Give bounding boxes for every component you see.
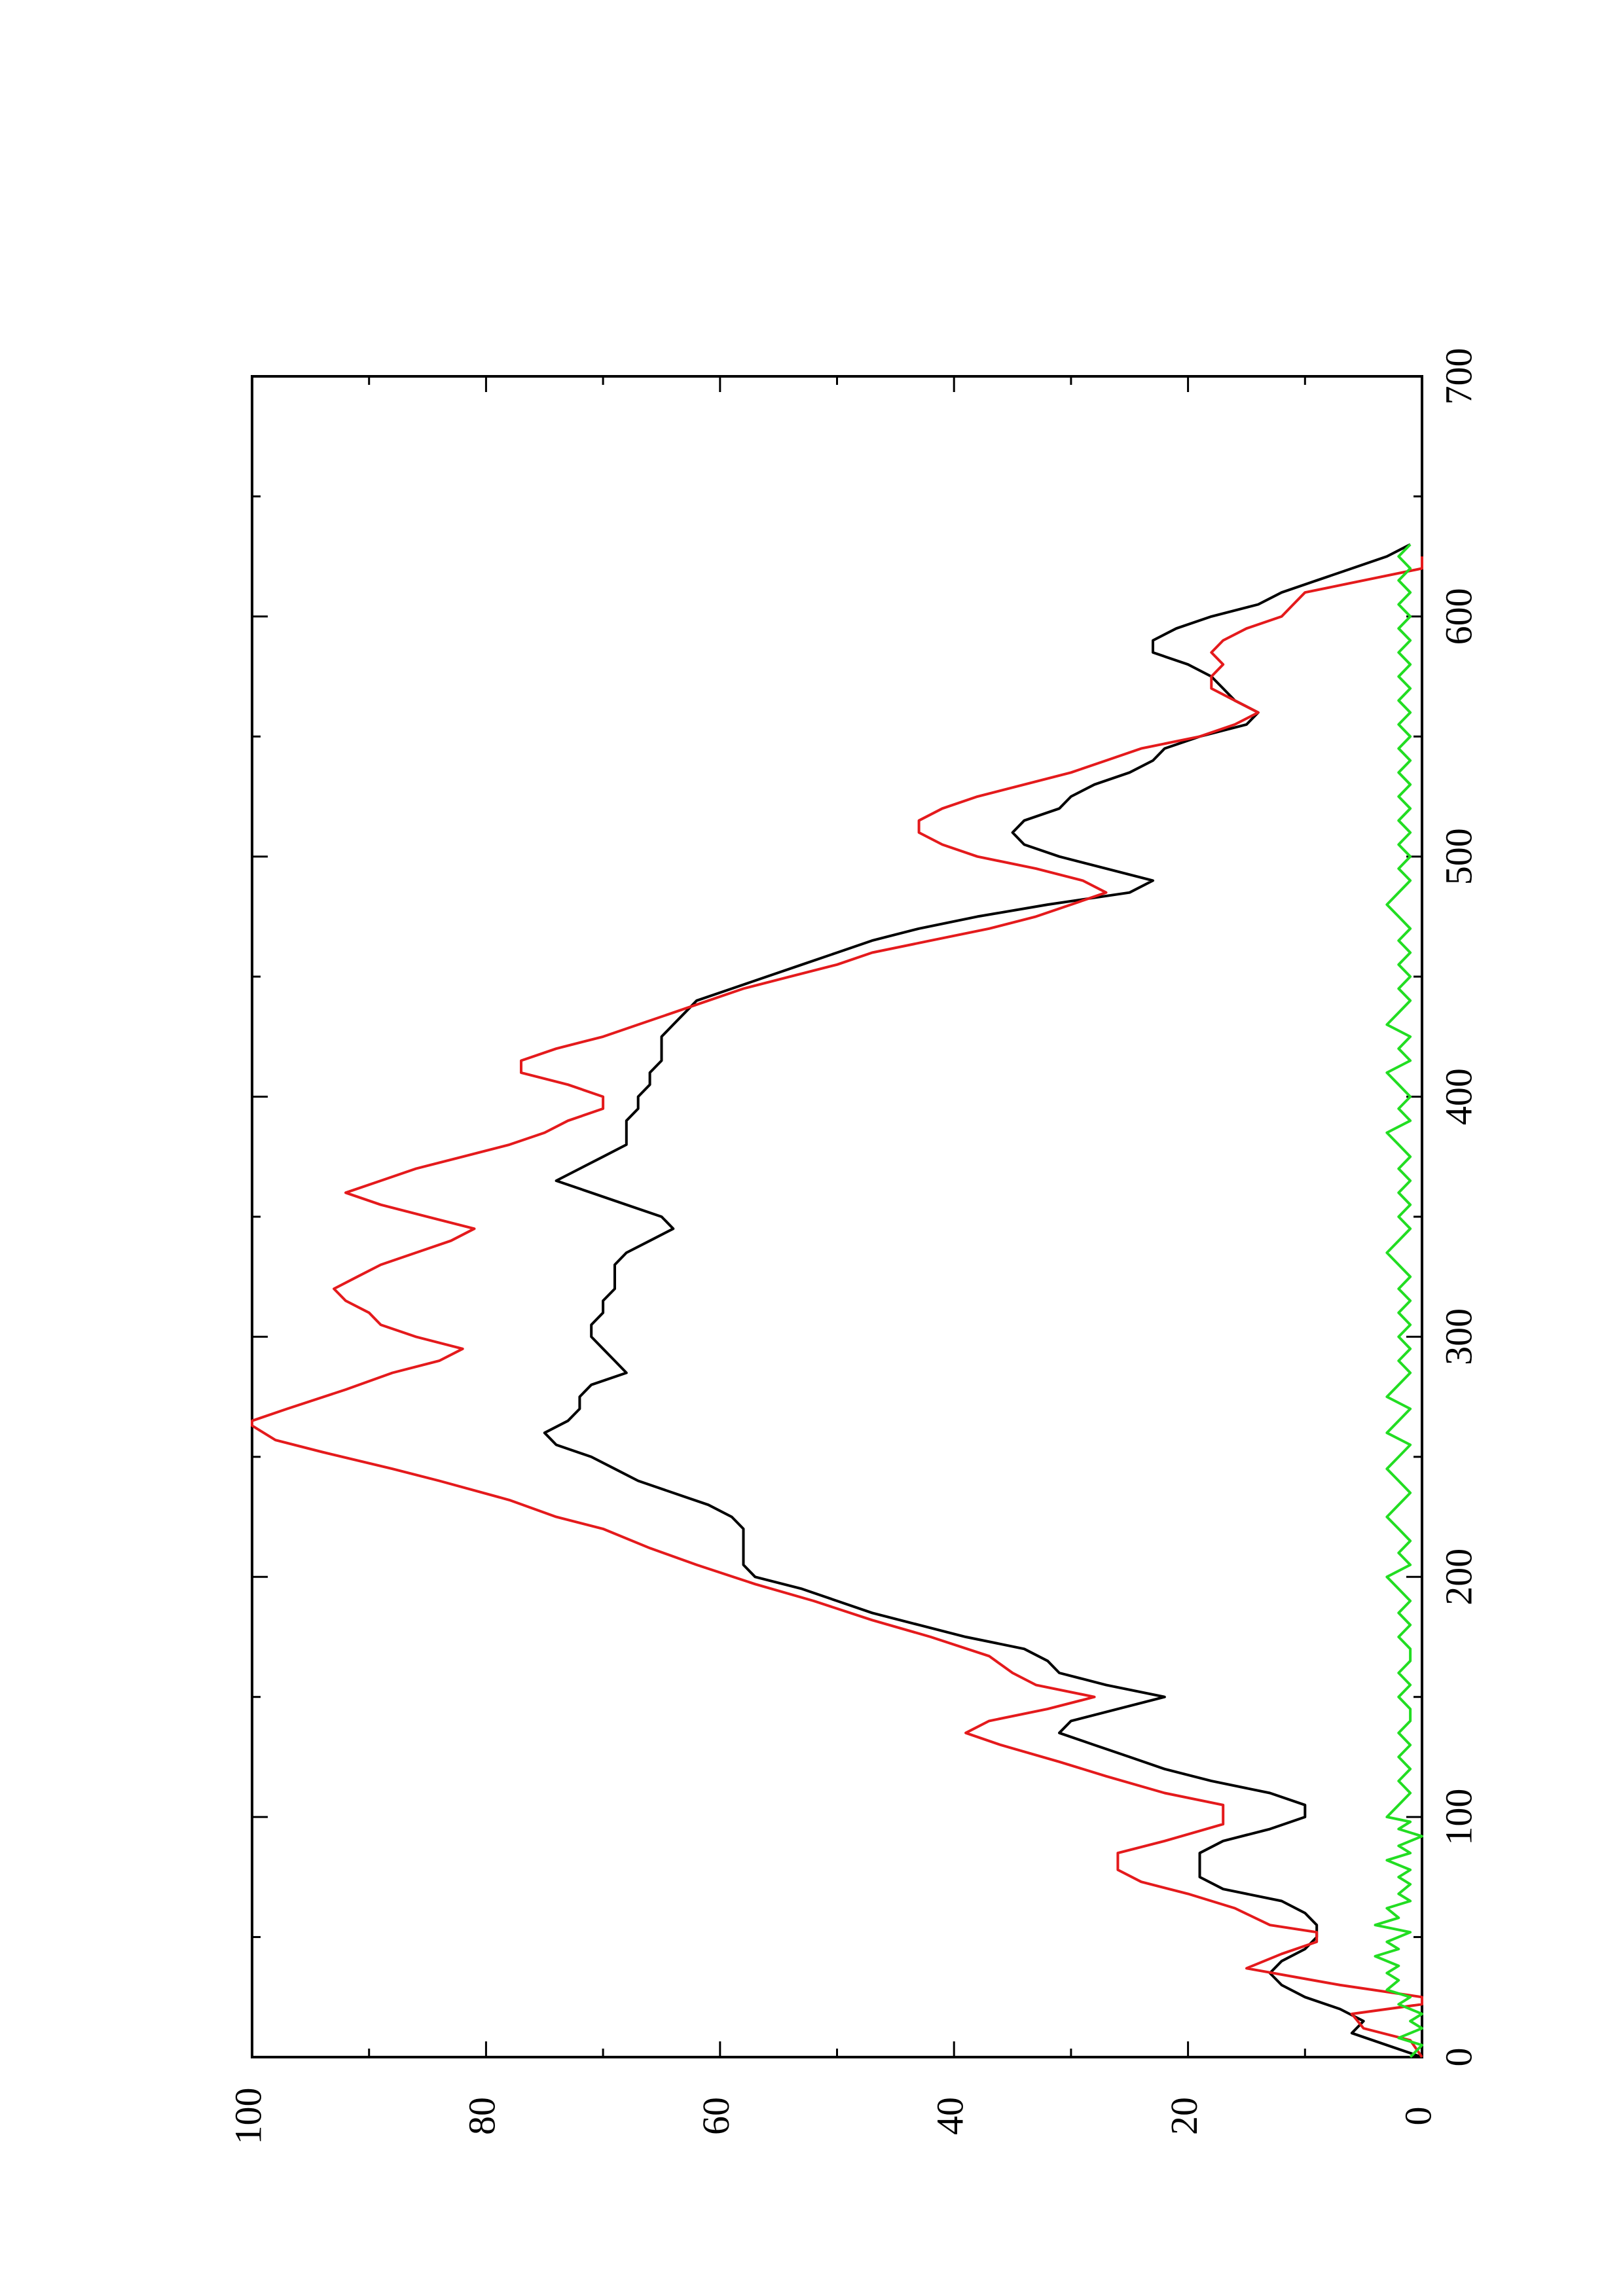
y-tick-label: 40 <box>929 2097 972 2135</box>
x-tick-label: 200 <box>1437 1549 1480 1605</box>
x-tick-label: 400 <box>1437 1068 1480 1125</box>
y-tick-label: 60 <box>695 2097 737 2135</box>
y-tick-label: 80 <box>461 2097 503 2135</box>
x-tick-label: 700 <box>1437 348 1480 405</box>
x-tick-label: 0 <box>1437 2048 1480 2067</box>
x-tick-label: 100 <box>1437 1789 1480 1846</box>
y-tick-label: 100 <box>227 2088 269 2145</box>
x-tick-label: 600 <box>1437 588 1480 645</box>
plot-area: 0 100 200 300 400 500 600 700 0 20 40 60 80 100 <box>227 348 1480 2145</box>
x-tick-label: 300 <box>1437 1308 1480 1365</box>
x-tick-label: 500 <box>1437 828 1480 885</box>
series-line-2 <box>251 556 1423 2058</box>
y-tick-label: 0 <box>1396 2107 1439 2126</box>
series-line-1 <box>543 543 1423 2058</box>
y-tick-label: 20 <box>1163 2097 1205 2135</box>
series-line-3 <box>1374 543 1423 2058</box>
